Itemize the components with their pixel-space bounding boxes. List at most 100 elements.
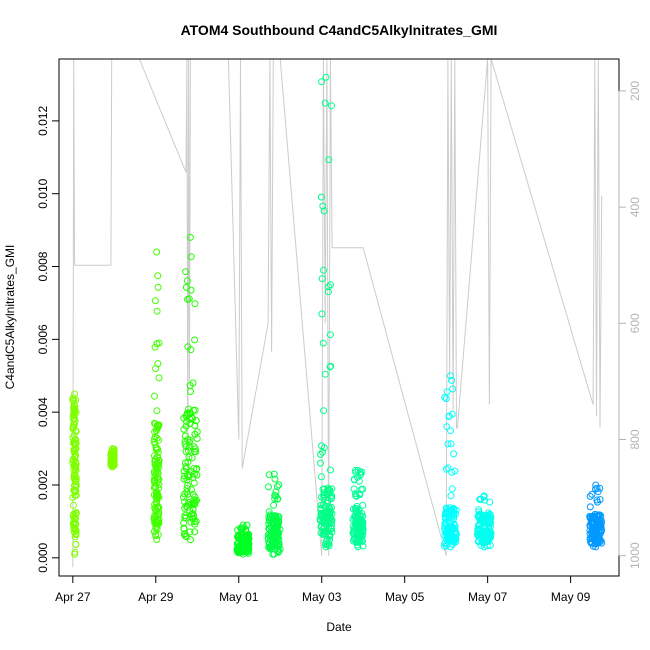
data-point: [358, 520, 366, 528]
y-tick-label: 0.008: [36, 251, 50, 281]
data-point: [351, 527, 358, 535]
data-point: [354, 512, 362, 520]
x-tick-label: May 09: [551, 590, 591, 604]
data-point: [275, 481, 283, 489]
data-point: [592, 481, 600, 489]
data-points-layer: [69, 73, 606, 558]
data-point: [191, 300, 199, 308]
data-point: [181, 432, 189, 440]
data-point: [358, 468, 366, 476]
data-point: [151, 297, 159, 305]
y-axis-label: C4andC5Alkylnitrates_GMI: [3, 245, 17, 390]
data-point: [153, 474, 161, 482]
series-1: [69, 390, 80, 558]
data-point: [109, 463, 117, 471]
data-point: [325, 156, 333, 164]
series-10: [473, 492, 495, 551]
data-point: [447, 543, 454, 551]
data-point: [237, 548, 245, 556]
data-point: [193, 435, 201, 442]
x-axis-label: Date: [326, 620, 352, 634]
data-point: [190, 465, 198, 472]
data-point: [483, 532, 491, 540]
x-tick-label: Apr 27: [55, 590, 91, 604]
data-point: [448, 506, 456, 513]
data-point: [151, 458, 159, 466]
data-point: [72, 480, 80, 488]
data-point: [447, 427, 455, 435]
data-point: [70, 501, 77, 509]
data-point: [318, 275, 326, 283]
data-point: [593, 484, 601, 492]
data-point: [442, 395, 450, 403]
data-point: [192, 448, 200, 456]
data-point: [327, 281, 334, 289]
x-tick-label: Apr 29: [138, 590, 174, 604]
series-8: [349, 466, 367, 551]
data-point: [180, 425, 188, 433]
data-point: [192, 417, 200, 425]
data-point: [586, 535, 594, 543]
data-point: [350, 476, 358, 484]
data-point: [595, 517, 603, 525]
data-point: [480, 543, 488, 551]
data-point: [188, 510, 196, 518]
data-point: [275, 517, 283, 525]
data-point: [270, 470, 278, 478]
data-point: [323, 528, 331, 536]
data-point: [182, 268, 190, 276]
data-point: [71, 462, 79, 470]
data-point: [448, 376, 455, 384]
data-point: [321, 99, 329, 107]
data-point: [594, 488, 602, 496]
data-point: [181, 440, 189, 448]
data-point: [70, 431, 78, 439]
data-point: [153, 407, 161, 415]
data-point: [72, 487, 80, 495]
data-point: [155, 374, 163, 382]
data-point: [324, 288, 332, 296]
series-4: [180, 233, 201, 544]
data-point: [359, 542, 367, 550]
data-point: [155, 481, 163, 489]
data-point: [591, 510, 599, 518]
data-point: [189, 506, 197, 513]
data-point: [350, 485, 358, 493]
data-point: [191, 336, 199, 344]
data-point: [185, 447, 192, 455]
data-point: [72, 482, 80, 490]
data-point: [151, 343, 159, 351]
data-point: [350, 537, 357, 545]
data-point: [474, 512, 482, 520]
data-point: [327, 466, 334, 474]
data-point: [184, 481, 192, 489]
data-point: [153, 307, 161, 315]
data-point: [451, 467, 459, 475]
data-point: [445, 534, 452, 542]
data-point: [151, 392, 158, 400]
data-point: [238, 531, 245, 539]
data-point: [69, 394, 77, 402]
data-point: [320, 207, 328, 215]
data-point: [265, 508, 273, 516]
data-point: [319, 202, 327, 210]
data-point: [317, 450, 324, 458]
data-point: [449, 385, 457, 393]
data-point: [448, 524, 456, 532]
data-point: [451, 525, 459, 532]
data-point: [150, 514, 158, 522]
y2-tick-label: 1000: [628, 542, 642, 569]
x-tick-label: May 03: [302, 590, 342, 604]
series-5: [233, 521, 253, 558]
data-point: [191, 422, 199, 429]
series-3: [150, 248, 163, 544]
data-point: [191, 528, 199, 536]
data-point: [155, 508, 163, 516]
data-point: [109, 455, 117, 463]
data-point: [270, 501, 278, 509]
x-tick-label: May 01: [219, 590, 259, 604]
data-point: [72, 540, 80, 548]
data-point: [190, 443, 198, 451]
y2-tick-label: 200: [628, 81, 642, 101]
